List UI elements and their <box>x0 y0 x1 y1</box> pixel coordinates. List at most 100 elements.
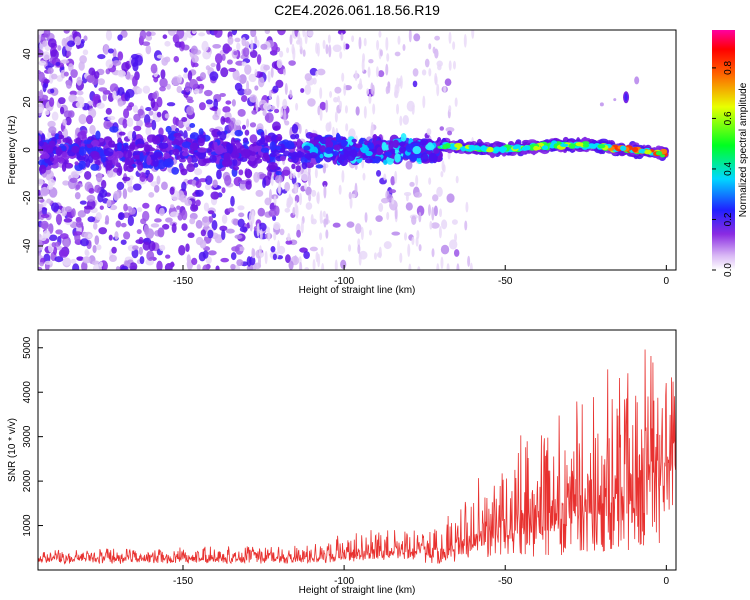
colorbar-label: Normalized spectral amplitude <box>738 82 749 217</box>
spectrogram-blob <box>105 162 113 171</box>
spectrogram-blob <box>319 210 323 224</box>
spectrogram-blob <box>278 181 282 195</box>
spectrogram-blob <box>175 127 180 133</box>
spectrogram-blob <box>143 144 151 153</box>
spectrogram-blob <box>190 45 198 55</box>
spectrogram-blob <box>171 76 181 87</box>
spectrogram-blob <box>130 53 140 60</box>
spectrogram-blob <box>200 229 207 237</box>
spectrogram-blob <box>322 180 328 188</box>
spectrogram-blob <box>43 54 50 60</box>
spectrogram-blob <box>655 150 663 156</box>
spectrogram-blob <box>109 254 117 263</box>
spectrogram-blob <box>213 30 223 38</box>
spectrogram-blob <box>394 206 398 220</box>
spectrogram-blob <box>176 205 181 210</box>
spectrogram-blob <box>308 193 312 202</box>
spectrogram-blob <box>241 61 247 67</box>
spectrogram-blob <box>304 31 308 45</box>
spectrogram-blob <box>276 59 283 69</box>
spectrogram-blob <box>189 78 198 89</box>
spectrogram-blob <box>288 60 296 66</box>
spectrogram-blob <box>316 192 320 204</box>
spectrogram-blob <box>613 98 617 102</box>
spectrogram-blob <box>166 83 171 90</box>
spectrogram-blob <box>52 246 58 255</box>
colorbar-tick-label: 0.6 <box>723 111 734 125</box>
spectrogram-blob <box>77 210 86 218</box>
spectrogram-blob <box>158 127 164 136</box>
spectrogram-blob <box>207 210 215 215</box>
spectrogram-blob <box>122 176 131 182</box>
spectrogram-blob <box>76 256 84 261</box>
spectrogram-blob <box>334 111 338 123</box>
spectrogram-blob <box>464 220 468 231</box>
spectrogram-blob <box>181 181 187 192</box>
spectrogram-blob <box>340 139 347 147</box>
spectrogram-blob <box>315 42 319 54</box>
spectrogram-blob <box>46 184 54 190</box>
spectrogram-blob <box>428 68 432 77</box>
spectrogram-blob <box>288 193 292 208</box>
x-tick-label: 0 <box>664 576 670 587</box>
spectrogram-blob <box>322 39 326 50</box>
spectrogram-blob <box>180 41 185 50</box>
spectrogram-blob <box>168 149 174 155</box>
spectrogram-blob <box>158 142 169 149</box>
spectrogram-blob <box>173 55 179 63</box>
spectrogram-blob <box>112 90 117 100</box>
spectrogram-blob <box>228 120 235 131</box>
spectrogram-blob <box>262 102 272 111</box>
spectrogram-blob <box>333 144 341 151</box>
spectrogram-blob <box>440 244 450 255</box>
spectrogram-blob <box>399 252 403 263</box>
spectrogram-blob <box>408 30 412 43</box>
spectrogram-blob <box>249 49 258 59</box>
spectrogram-blob <box>145 126 152 136</box>
spectrogram-blob <box>295 165 301 173</box>
spectrogram-blob <box>118 131 126 136</box>
spectrogram-blob <box>428 152 438 162</box>
spectrogram-blob <box>350 149 358 158</box>
spectrogram-blob <box>142 202 150 209</box>
snr-x-axis-label: Height of straight line (km) <box>299 585 416 596</box>
spectrogram-blob <box>624 93 628 102</box>
spectrogram-blob <box>185 243 190 252</box>
spectrogram-blob <box>358 252 362 266</box>
spectrogram-blob <box>341 72 345 82</box>
spectrogram-blob <box>345 123 349 132</box>
spectrogram-blob <box>581 141 590 145</box>
spectrogram-blob <box>325 99 329 113</box>
spectrogram-blob <box>368 143 375 150</box>
spectrogram-blob <box>163 158 174 168</box>
spectrogram-blob <box>275 79 284 89</box>
spectrogram-blob <box>161 57 169 66</box>
spectrogram-blob <box>303 251 310 260</box>
spectrogram-blob <box>273 232 277 241</box>
spectrogram-blob <box>63 30 70 34</box>
spectrogram-blob <box>251 210 255 225</box>
spectrogram-blob <box>97 78 105 86</box>
spectrogram-blob <box>202 158 211 164</box>
spectrogram-blob <box>297 172 301 179</box>
spectrogram-blob <box>98 227 108 235</box>
spectrogram-blob <box>396 103 400 115</box>
spectrogram-blob <box>96 102 105 109</box>
spectrogram-blob <box>325 229 329 239</box>
spectrogram-blob <box>407 243 411 257</box>
spectrogram-blob <box>120 239 127 245</box>
spectrogram-blob <box>394 153 401 163</box>
spectrogram-blob <box>284 181 291 192</box>
spectrogram-blob <box>269 153 277 158</box>
spectrogram-blob <box>221 229 226 241</box>
spectrogram-blob <box>416 205 425 217</box>
spectrogram-blob <box>69 177 78 183</box>
spectrogram-blob <box>153 76 159 83</box>
spectrogram-blob <box>316 68 326 76</box>
spectrogram-blob <box>157 227 165 238</box>
spectrogram-blob <box>193 88 200 95</box>
spectrogram-blob <box>384 151 392 157</box>
spectrogram-blob <box>428 177 432 185</box>
spectrogram-blob <box>90 150 99 158</box>
spectrogram-blob <box>319 108 323 121</box>
